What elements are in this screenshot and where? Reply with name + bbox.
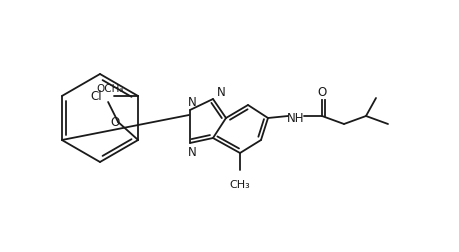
Text: N: N	[187, 145, 196, 159]
Text: N: N	[187, 96, 196, 109]
Text: CH₃: CH₃	[229, 180, 250, 190]
Text: O: O	[110, 115, 119, 129]
Text: O: O	[317, 86, 326, 100]
Text: OCH₃: OCH₃	[96, 84, 123, 94]
Text: Cl: Cl	[90, 90, 102, 104]
Text: NH: NH	[286, 111, 304, 124]
Text: N: N	[216, 85, 225, 99]
